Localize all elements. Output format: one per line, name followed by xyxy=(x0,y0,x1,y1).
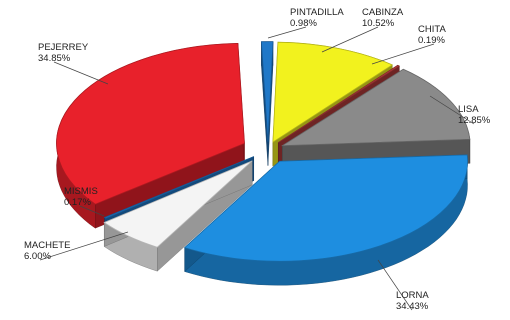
leader-line-cabinza xyxy=(321,26,379,53)
slice-percent-lisa: 12.85% xyxy=(458,115,491,126)
leader-line-pintadilla xyxy=(267,26,307,39)
slice-percent-pintadilla: 0.98% xyxy=(290,18,317,29)
slice-lorna xyxy=(183,154,468,262)
slice-percent-cabinza: 10.52% xyxy=(362,18,395,29)
slice-percent-pejerrey: 34.85% xyxy=(38,53,71,64)
slice-percent-lorna: 34.43% xyxy=(396,301,429,312)
leader-line-lorna xyxy=(377,259,413,311)
leader-line-lisa xyxy=(429,95,475,125)
slice-chita xyxy=(278,64,401,143)
leader-line-chita xyxy=(371,43,435,65)
leader-line-mismis xyxy=(79,205,105,217)
slice-name-pintadilla: PINTADILLA xyxy=(290,7,344,18)
slice-name-lisa: LISA xyxy=(458,104,479,115)
leader-line-machete xyxy=(39,231,129,261)
slice-name-pejerrey: PEJERREY xyxy=(38,42,89,53)
slice-lisa xyxy=(280,68,471,147)
slice-name-mismis: MISMIS xyxy=(64,186,98,197)
slice-percent-machete: 6.00% xyxy=(24,251,51,262)
slice-percent-chita: 0.19% xyxy=(418,35,445,46)
slice-name-chita: CHITA xyxy=(418,24,446,35)
leader-line-pejerrey xyxy=(53,61,109,85)
slice-machete xyxy=(103,160,253,248)
slice-pejerrey xyxy=(56,42,245,205)
pie-tops xyxy=(56,41,471,262)
slice-pintadilla xyxy=(260,41,274,142)
slice-cabinza xyxy=(272,41,394,143)
slice-name-machete: MACHETE xyxy=(24,240,70,251)
slice-name-cabinza: CABINZA xyxy=(362,7,404,18)
slice-name-lorna: LORNA xyxy=(396,290,429,301)
slice-mismis xyxy=(103,156,254,219)
slice-percent-mismis: 0.17% xyxy=(64,197,91,208)
leader-lines xyxy=(39,26,475,311)
